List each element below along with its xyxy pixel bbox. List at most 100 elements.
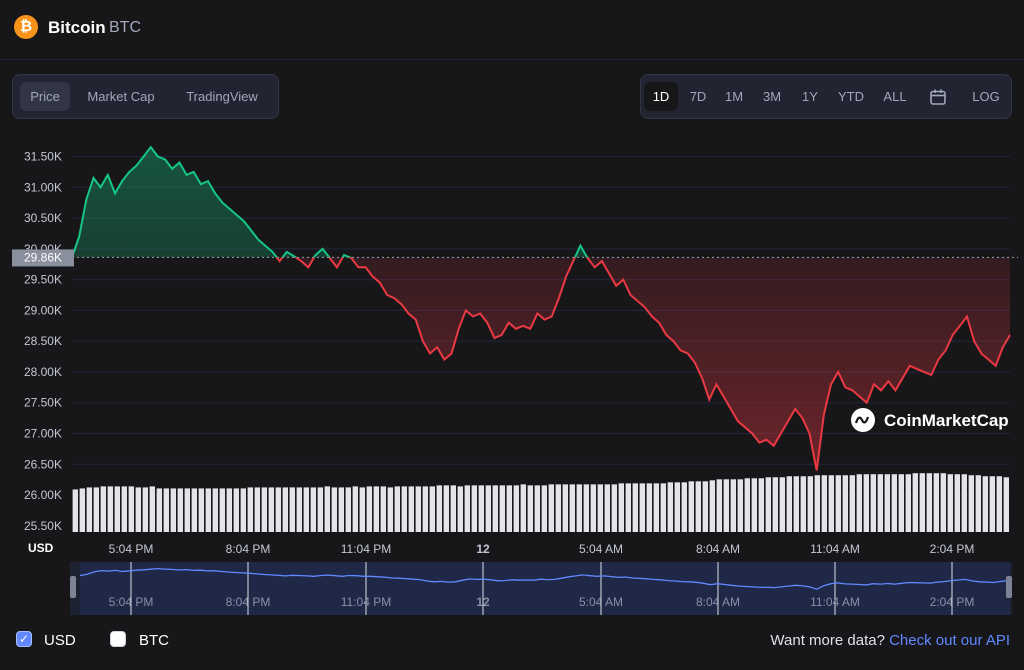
price-area-up [72,147,1010,258]
volume-bar [604,484,610,532]
volume-bar [373,486,379,532]
volume-bar [429,486,435,532]
volume-bar [898,474,904,532]
volume-bar [471,485,477,532]
tab-price[interactable]: Price [20,82,70,111]
volume-bar [912,473,918,532]
volume-bar [296,487,302,532]
volume-bar [170,488,176,532]
volume-bar [996,476,1002,532]
volume-bar [583,484,589,532]
volume-bar [443,485,449,532]
volume-bar [562,484,568,532]
volume-bar [870,474,876,532]
navigator-tick-label: 12 [476,595,490,609]
volume-bar [499,485,505,532]
calendar-icon[interactable] [923,82,953,111]
volume-bar [989,476,995,532]
range-log[interactable]: LOG [972,89,1000,104]
volume-bar [338,487,344,532]
navigator-series [79,567,1009,590]
range-navigator[interactable]: 5:04 PM 8:04 PM 11:04 PM 12 5:04 AM 8:04 AM 11… [70,562,1012,615]
volume-bar [261,487,267,532]
volume-bar [422,486,428,532]
current-price-tag-box [12,249,74,267]
api-link[interactable]: Check out our API [889,632,1010,649]
time-range-tabs: 1D 7D 1M 3M 1Y YTD ALL LOG [640,74,1012,119]
volume-bar [324,486,330,532]
volume-bar [723,479,729,532]
volume-bar [772,477,778,532]
navigator-tick-label: 11:04 AM [810,595,860,609]
btc-checkbox[interactable] [110,631,126,647]
current-price-label: 29.86K [24,250,62,264]
volume-bar [681,482,687,532]
volume-bar [520,484,526,532]
volume-bar [163,488,169,532]
volume-bar [177,488,183,532]
coinmarketcap-watermark: CoinMarketCap [851,408,1009,432]
usd-label: USD [44,632,76,649]
range-1d[interactable]: 1D [644,82,678,111]
chart-type-tabs: Price Market Cap TradingView [12,74,279,119]
volume-bar [212,488,218,532]
x-tick-label: 11:04 PM [341,542,391,556]
navigator-tick-label: 5:04 AM [579,595,623,609]
volume-bar [919,473,925,532]
volume-bar [674,482,680,532]
volume-bar [828,475,834,532]
volume-bar [1003,477,1009,532]
volume-bar [79,488,85,532]
volume-bar [247,487,253,532]
volume-bar [702,481,708,532]
volume-bar [653,483,659,532]
volume-bars [72,473,1009,532]
volume-bar [366,486,372,532]
volume-bar [884,474,890,532]
y-tick-label: 26.50K [24,457,62,471]
x-tick-label: 8:04 PM [226,542,271,556]
volume-bar [345,487,351,532]
price-area-down [276,257,1010,471]
range-ytd[interactable]: YTD [838,89,864,104]
y-tick-label: 29.00K [24,303,62,317]
volume-bar [359,487,365,532]
volume-bar [93,487,99,532]
price-area [72,147,1010,471]
x-tick-label: 5:04 PM [109,542,154,556]
tab-market-cap[interactable]: Market Cap [87,89,155,104]
range-all[interactable]: ALL [883,89,907,104]
bitcoin-icon: ₿ [14,15,38,39]
navigator-handle-right[interactable] [1006,576,1012,598]
x-tick-label: 8:04 AM [696,542,740,556]
navigator-handle-left[interactable] [70,576,76,598]
tab-tradingview[interactable]: TradingView [186,89,258,104]
volume-bar [478,485,484,532]
range-3m[interactable]: 3M [762,89,782,104]
volume-bar [527,485,533,532]
range-7d[interactable]: 7D [689,89,707,104]
volume-bar [254,487,260,532]
navigator-tick-label: 11:04 PM [341,595,391,609]
usd-checkbox[interactable]: ✓ [16,631,32,647]
y-tick-label: 27.50K [24,396,62,410]
volume-bar [821,475,827,532]
volume-bar [590,484,596,532]
volume-bar [968,475,974,532]
y-axis: 31.50K31.00K30.50K30.00K29.50K29.00K28.5… [24,149,62,532]
watermark-text: CoinMarketCap [884,411,1009,430]
price-series-up [71,145,589,258]
volume-bar [219,488,225,532]
volume-bar [779,477,785,532]
range-1y[interactable]: 1Y [802,89,818,104]
range-1m[interactable]: 1M [724,89,744,104]
calendar-icon-glyph [930,89,946,105]
coinmarketcap-logo-mark [854,416,870,424]
volume-bar [317,487,323,532]
volume-bar [135,487,141,532]
price-chart[interactable]: 31.50K31.00K30.50K30.00K29.50K29.00K28.5… [0,130,1024,620]
volume-bar [72,489,78,532]
volume-bar [394,486,400,532]
volume-bar [86,487,92,532]
volume-bar [975,475,981,532]
